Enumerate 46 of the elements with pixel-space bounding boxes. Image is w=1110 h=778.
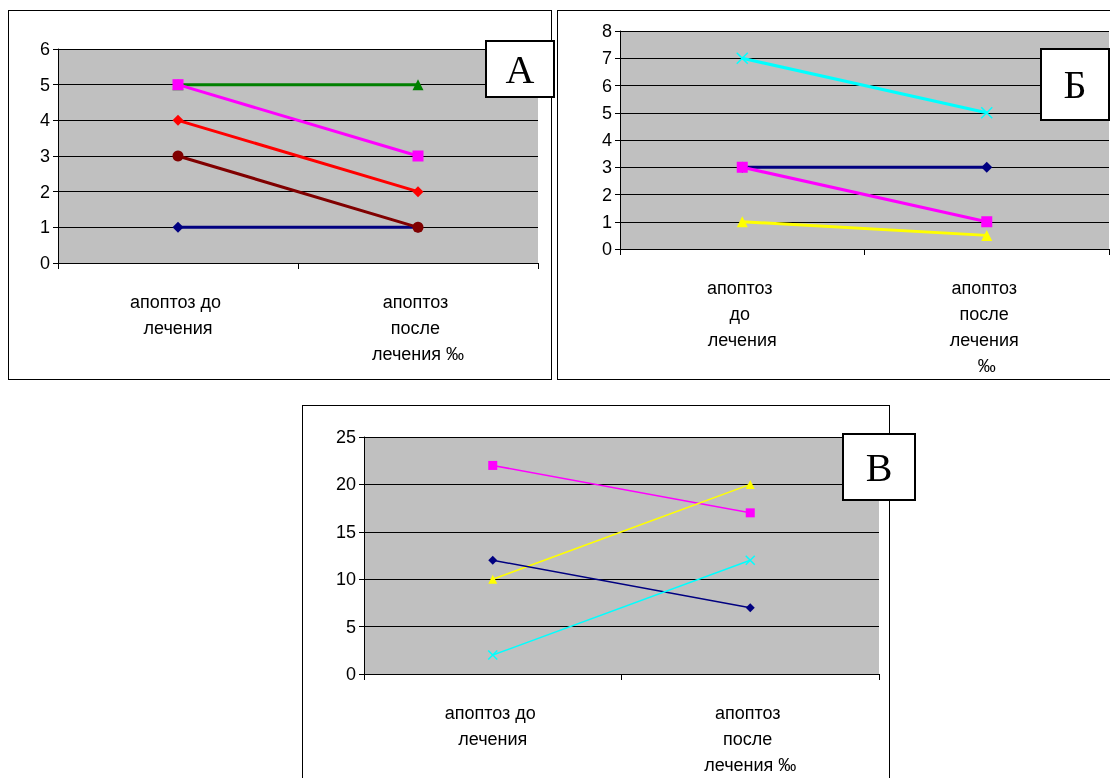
y-tick-label: 8 (601, 21, 612, 41)
x-tick-label: апоптоз после лечения ‰ (371, 292, 465, 364)
y-tick-label: 6 (601, 75, 612, 96)
y-tick-label: 3 (601, 157, 612, 178)
point (981, 161, 993, 173)
point (745, 554, 756, 566)
y-tick-label: 0 (39, 253, 50, 273)
y-tick-label: 2 (39, 181, 50, 202)
y-tick-label: 2 (601, 184, 612, 205)
y-tick-label: 3 (39, 146, 50, 166)
point (172, 221, 184, 233)
y-tick-label: 7 (601, 48, 612, 69)
point (487, 649, 498, 661)
point (980, 106, 993, 119)
annotation: Б (1040, 48, 1110, 121)
point (172, 150, 184, 162)
y-tick-label: 5 (39, 74, 50, 95)
x-tick-label: апоптоз до лечения (706, 278, 778, 350)
y-tick-label: 0 (601, 239, 612, 259)
x-tick-label: апоптоз после лечения ‰ (949, 278, 1024, 376)
x-tick-label: апоптоз до лечения (444, 703, 541, 749)
point (736, 52, 749, 65)
annotation: А (485, 40, 555, 98)
annotation: В (842, 433, 916, 501)
y-tick-label: 6 (39, 39, 50, 59)
point (745, 603, 755, 613)
point (412, 186, 424, 198)
point (981, 216, 993, 228)
y-tick-label: 1 (39, 217, 50, 238)
y-tick-label: 25 (335, 427, 356, 447)
point (412, 150, 424, 162)
y-tick-label: 5 (601, 102, 612, 123)
y-tick-label: 10 (335, 569, 356, 590)
y-tick-label: 5 (345, 616, 356, 637)
y-tick-label: 15 (335, 521, 356, 542)
point (172, 114, 184, 126)
point (488, 460, 498, 470)
x-tick-label: апоптоз после лечения ‰ (704, 703, 797, 775)
y-tick-label: 1 (601, 211, 612, 232)
point (488, 555, 498, 565)
y-tick-label: 4 (39, 110, 50, 131)
y-tick-label: 0 (345, 664, 356, 684)
y-tick-label: 20 (335, 474, 356, 495)
x-tick-label: апоптоз до лечения (129, 292, 227, 338)
y-tick-label: 4 (601, 130, 612, 150)
point (745, 508, 755, 518)
